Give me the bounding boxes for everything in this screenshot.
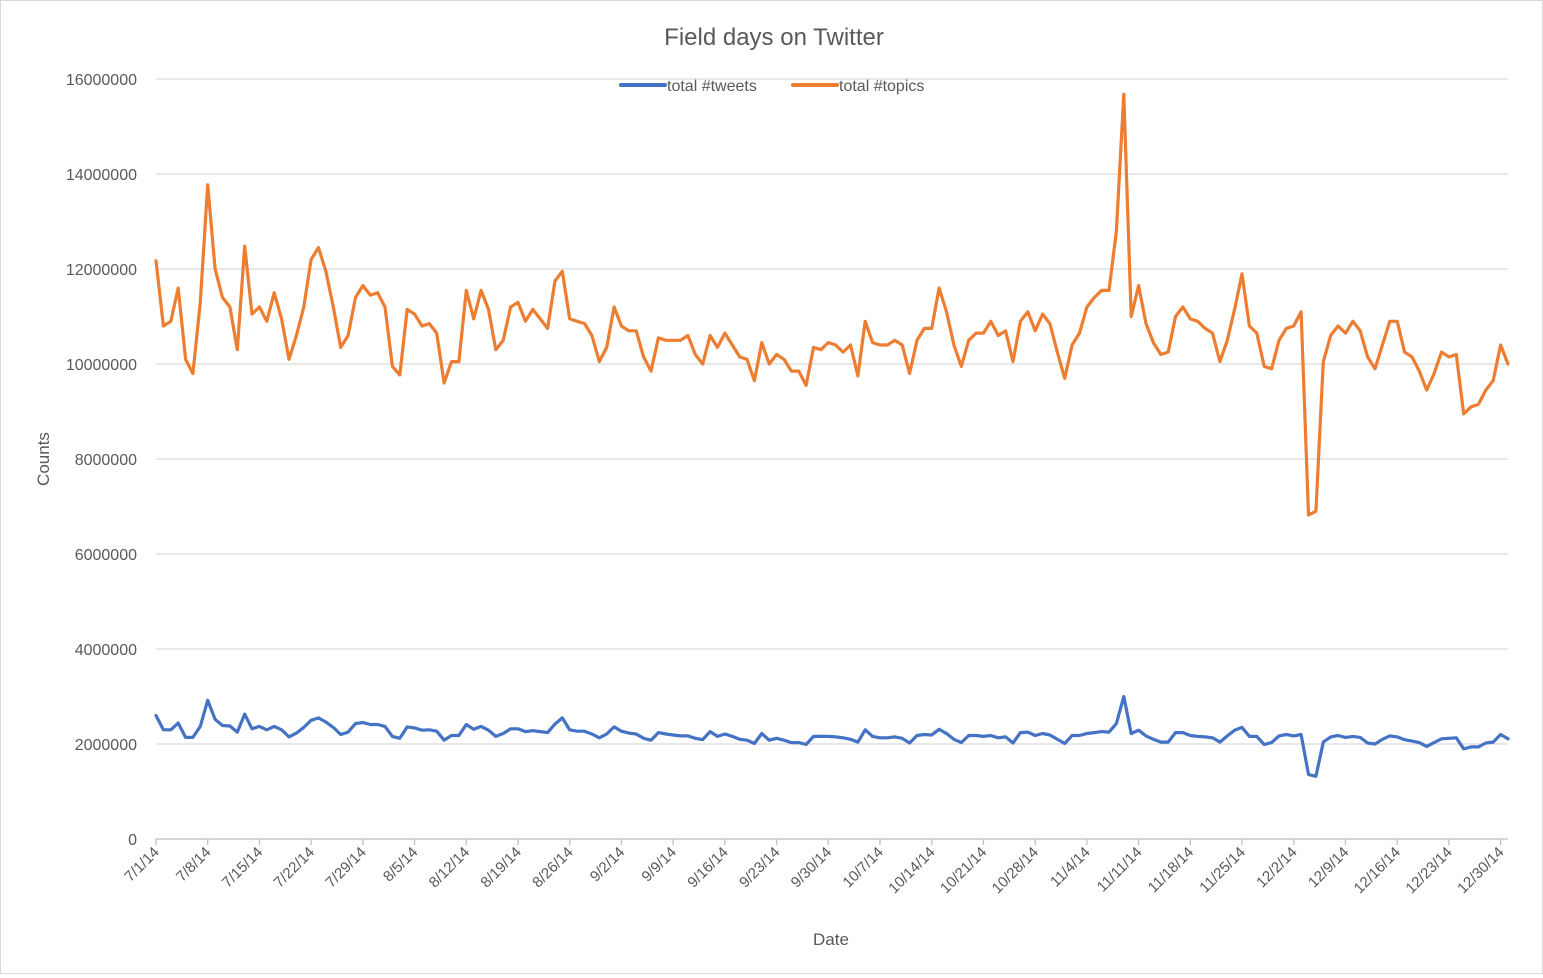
y-tick-label: 14000000 xyxy=(66,167,137,184)
chart-title: Field days on Twitter xyxy=(664,24,884,51)
x-tick-label: 11/4/14 xyxy=(1047,844,1094,891)
legend-label-topics: total #topics xyxy=(839,78,924,95)
x-tick-label: 9/9/14 xyxy=(638,844,680,886)
x-tick-label: 7/22/14 xyxy=(271,844,318,891)
x-tick-label: 11/25/14 xyxy=(1196,844,1249,897)
y-tick-label: 12000000 xyxy=(66,262,137,279)
x-tick-label: 8/12/14 xyxy=(426,844,473,891)
y-tick-label: 10000000 xyxy=(66,357,137,374)
y-axis-label: Counts xyxy=(34,432,53,486)
series-line-tweets xyxy=(154,694,1510,778)
legend: total #tweets total #topics xyxy=(619,78,924,95)
x-tick-label: 10/14/14 xyxy=(885,844,938,897)
x-tick-label: 9/30/14 xyxy=(788,844,835,891)
x-tick-label: 12/23/14 xyxy=(1402,844,1455,897)
x-tick-label: 9/23/14 xyxy=(736,844,783,891)
x-tick-label: 9/16/14 xyxy=(684,844,731,891)
x-tick-label: 12/30/14 xyxy=(1454,844,1507,897)
y-tick-label: 6000000 xyxy=(75,547,137,564)
x-tick-label: 7/29/14 xyxy=(322,844,369,891)
x-tick-label: 8/26/14 xyxy=(529,844,576,891)
y-axis: 0 2000000 4000000 6000000 8000000 10000000 120… xyxy=(66,72,137,849)
legend-item-tweets: total #tweets xyxy=(619,78,757,95)
y-tick-label: 4000000 xyxy=(75,642,137,659)
legend-item-topics: total #topics xyxy=(791,78,924,95)
x-tick-label: 12/2/14 xyxy=(1253,844,1300,891)
legend-label-tweets: total #tweets xyxy=(667,78,757,95)
x-tick-label: 8/19/14 xyxy=(477,844,524,891)
y-tick-label: 16000000 xyxy=(66,72,137,89)
x-tick-label: 7/15/14 xyxy=(219,844,266,891)
x-axis: 7/1/14 7/8/14 7/15/14 7/22/14 7/29/14 8/5/14 8… xyxy=(121,838,1508,897)
x-tick-label: 10/7/14 xyxy=(839,844,886,891)
series-lines xyxy=(154,92,1510,778)
x-tick-label: 9/2/14 xyxy=(587,844,629,886)
x-tick-label: 7/1/14 xyxy=(121,844,163,886)
x-axis-label: Date xyxy=(813,930,849,949)
x-tick-label: 12/9/14 xyxy=(1305,844,1352,891)
x-tick-label: 11/11/14 xyxy=(1094,844,1146,896)
y-tick-label: 2000000 xyxy=(75,737,137,754)
x-tick-label: 11/18/14 xyxy=(1145,844,1198,897)
x-tick-label: 10/28/14 xyxy=(989,844,1042,897)
gridlines xyxy=(156,78,1508,745)
series-line-topics xyxy=(154,92,1510,517)
x-tick-label: 12/16/14 xyxy=(1351,844,1404,897)
x-tick-label: 7/8/14 xyxy=(173,844,215,886)
y-tick-label: 8000000 xyxy=(75,452,137,469)
y-tick-label: 0 xyxy=(128,832,137,849)
x-tick-label: 10/21/14 xyxy=(937,844,990,897)
x-tick-label: 8/5/14 xyxy=(380,844,422,886)
